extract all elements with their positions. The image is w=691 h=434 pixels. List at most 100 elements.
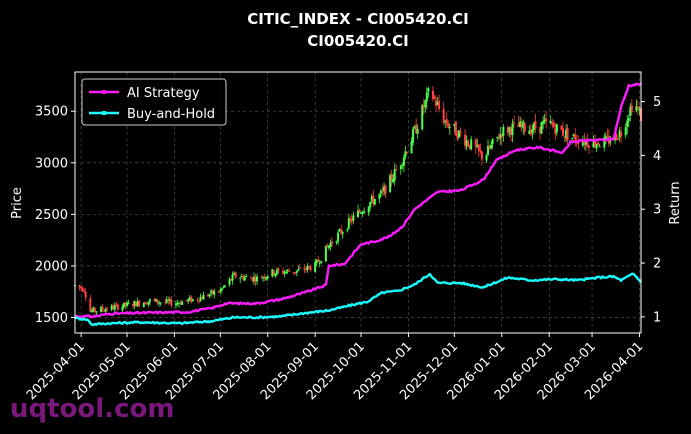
- y-tick-label-right: 2: [653, 257, 661, 272]
- y-tick-label-right: 1: [653, 310, 661, 325]
- candle-body: [190, 296, 193, 303]
- candle-body: [485, 155, 488, 161]
- candle-body: [539, 126, 542, 133]
- candle-body: [110, 305, 113, 310]
- candle-body: [372, 195, 375, 204]
- candle-body: [156, 299, 159, 304]
- candle-body: [346, 229, 349, 231]
- candle-body: [314, 262, 317, 272]
- candle-body: [508, 127, 511, 132]
- candle-body: [133, 301, 136, 306]
- series-line-buy-and-hold: [74, 272, 642, 327]
- y-tick-label-left: 1500: [35, 311, 68, 326]
- candle-body: [566, 127, 569, 141]
- candle-body: [282, 270, 285, 274]
- candle-body: [315, 259, 318, 263]
- candle-body: [459, 131, 462, 134]
- candle-body: [207, 294, 210, 297]
- candle-body: [181, 301, 184, 305]
- candle-body: [424, 100, 427, 107]
- candle-body: [496, 136, 499, 138]
- candle-body: [297, 269, 300, 271]
- candle-body: [531, 130, 534, 133]
- candle-body: [93, 307, 96, 312]
- candle-body: [126, 302, 129, 306]
- candle-body: [196, 299, 199, 301]
- candle-body: [438, 100, 441, 110]
- candle-body: [383, 186, 386, 192]
- candle-body: [251, 277, 254, 281]
- candle-body: [513, 121, 516, 123]
- candle-body: [347, 218, 350, 229]
- candle-body: [136, 300, 139, 307]
- candle-body: [465, 140, 468, 147]
- candle-body: [487, 146, 490, 156]
- candle-body: [303, 268, 306, 270]
- candle-body: [402, 157, 405, 166]
- candle-body: [571, 137, 574, 139]
- candle-body: [80, 286, 83, 289]
- candle-body: [565, 130, 568, 139]
- candle-body: [422, 105, 425, 109]
- candle-body: [341, 232, 344, 234]
- candle-body: [213, 291, 216, 295]
- candle-body: [155, 299, 158, 302]
- candle-body: [142, 302, 145, 307]
- candle-body: [543, 119, 546, 123]
- candle-body: [476, 145, 479, 148]
- candle-body: [624, 127, 627, 136]
- candle-body: [592, 139, 595, 148]
- candle-body: [230, 278, 233, 281]
- candle-body: [587, 145, 590, 148]
- candle-body: [499, 134, 502, 139]
- candle-body: [630, 105, 633, 112]
- candle-body: [294, 272, 297, 274]
- candle-body: [330, 241, 333, 244]
- candle-body: [106, 308, 109, 310]
- y-axis-label-right: Return: [668, 181, 683, 224]
- candle-body: [306, 265, 309, 271]
- candle-body: [618, 130, 621, 138]
- candle-body: [615, 134, 618, 141]
- candle-body: [326, 246, 329, 248]
- candle-body: [401, 164, 404, 166]
- candle-body: [378, 194, 381, 199]
- candle-body: [263, 276, 266, 279]
- candle-body: [416, 128, 419, 134]
- candle-body: [262, 277, 265, 279]
- candle-body: [361, 212, 364, 215]
- candle-body: [369, 201, 372, 208]
- candle-body: [256, 276, 259, 282]
- y-tick-label-right: 5: [653, 95, 661, 110]
- candle-body: [636, 106, 639, 109]
- candle-body: [627, 118, 630, 121]
- candle-body: [148, 299, 151, 302]
- chart-subtitle: CI005420.CI: [307, 32, 409, 50]
- y-tick-label-right: 4: [653, 149, 661, 164]
- candle-body: [491, 139, 494, 145]
- candle-body: [502, 126, 505, 136]
- candle-body: [470, 139, 473, 150]
- candle-body: [404, 151, 407, 157]
- candle-body: [350, 219, 353, 222]
- candle-body: [245, 276, 248, 278]
- candle-body: [554, 127, 557, 135]
- candle-body: [81, 287, 84, 292]
- legend-label-ai-strategy: AI Strategy: [127, 86, 200, 101]
- candle-body: [100, 307, 103, 312]
- candle-body: [635, 106, 638, 111]
- candle-body: [145, 303, 148, 305]
- candle-body: [349, 218, 352, 220]
- candle-body: [363, 211, 366, 213]
- candle-body: [474, 139, 477, 148]
- candle-body: [95, 311, 98, 313]
- candle-body: [101, 306, 104, 310]
- candle-body: [357, 210, 359, 218]
- candle-body: [392, 179, 395, 183]
- candle-body: [445, 119, 448, 125]
- candle-body: [78, 285, 81, 288]
- candle-body: [89, 298, 92, 312]
- candle-body: [381, 190, 384, 192]
- candle-body: [83, 290, 86, 292]
- candle-body: [228, 279, 231, 285]
